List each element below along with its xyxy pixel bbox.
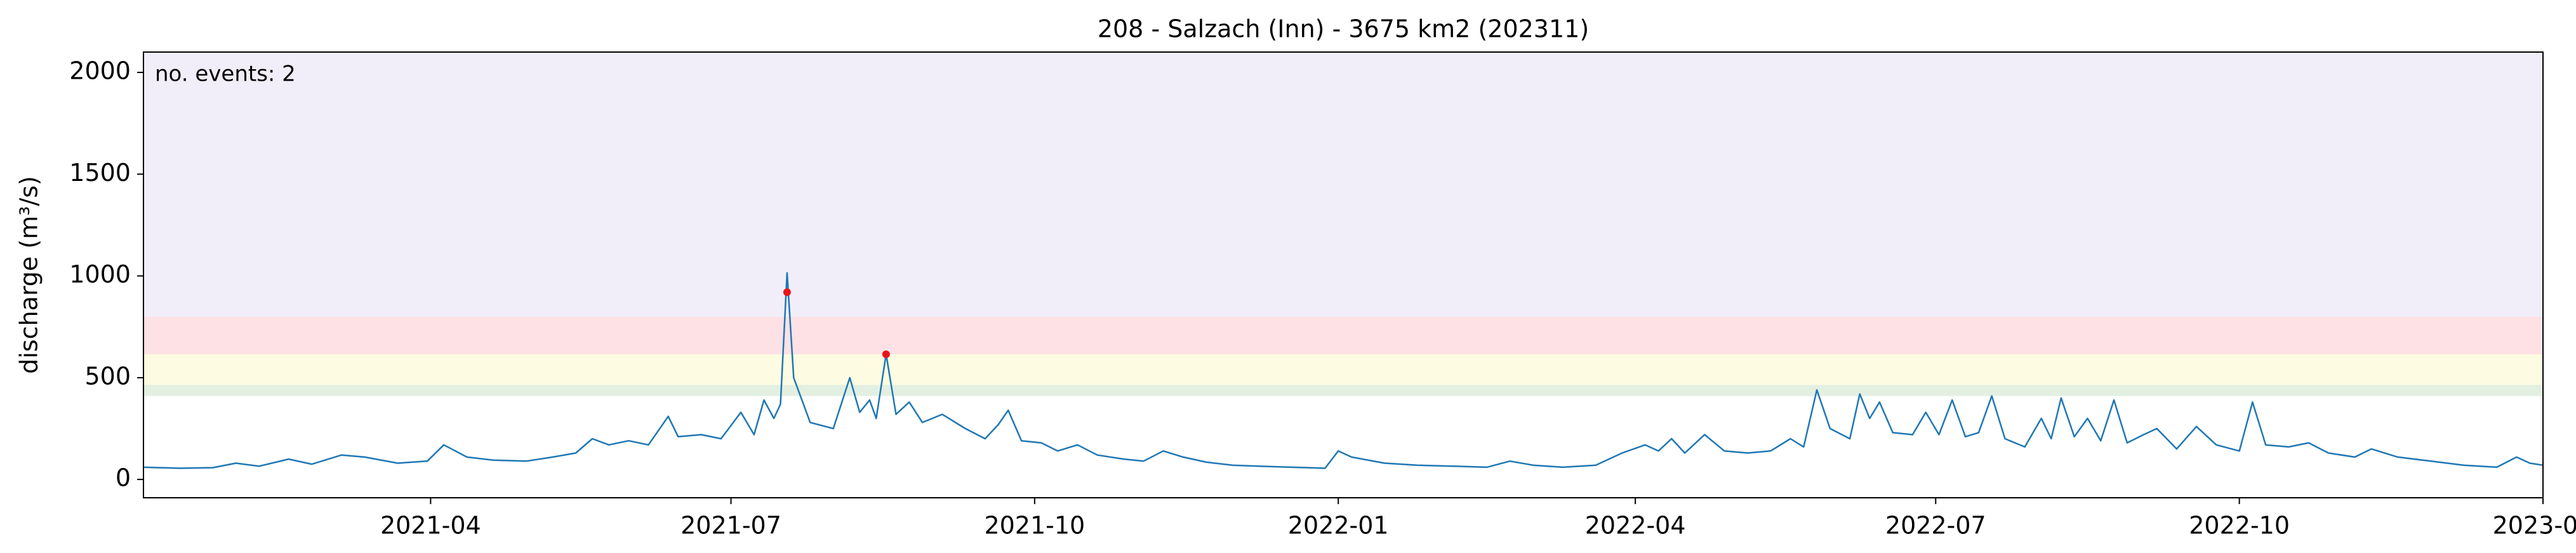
y-tick-label: 0 bbox=[116, 464, 131, 492]
y-axis-label: discharge (m³/s) bbox=[15, 176, 43, 374]
x-tick-label: 2023-01 bbox=[2493, 512, 2576, 540]
plot-frame bbox=[143, 51, 2544, 498]
x-tick-label: 2022-04 bbox=[1585, 512, 1686, 540]
threshold-band bbox=[143, 385, 2543, 396]
y-tick-label: 2000 bbox=[69, 57, 131, 85]
event-point bbox=[783, 288, 791, 296]
y-tick-label: 1000 bbox=[69, 260, 131, 288]
x-tick-label: 2021-07 bbox=[681, 512, 781, 540]
x-tick-label: 2021-10 bbox=[984, 512, 1085, 540]
threshold-band bbox=[143, 316, 2543, 355]
y-tick-label: 1500 bbox=[69, 159, 131, 187]
x-tick-label: 2022-01 bbox=[1288, 512, 1389, 540]
x-tick-label: 2022-07 bbox=[1885, 512, 1986, 540]
chart-title: 208 - Salzach (Inn) - 3675 km2 (202311) bbox=[1098, 15, 1589, 43]
x-tick-label: 2022-10 bbox=[2189, 512, 2290, 540]
threshold-band bbox=[143, 354, 2543, 385]
events-annotation: no. events: 2 bbox=[155, 62, 296, 87]
discharge-line bbox=[143, 272, 2544, 469]
threshold-band bbox=[143, 52, 2543, 317]
y-tick-label: 500 bbox=[84, 362, 131, 390]
event-point bbox=[882, 350, 890, 359]
x-tick-label: 2021-04 bbox=[380, 512, 481, 540]
